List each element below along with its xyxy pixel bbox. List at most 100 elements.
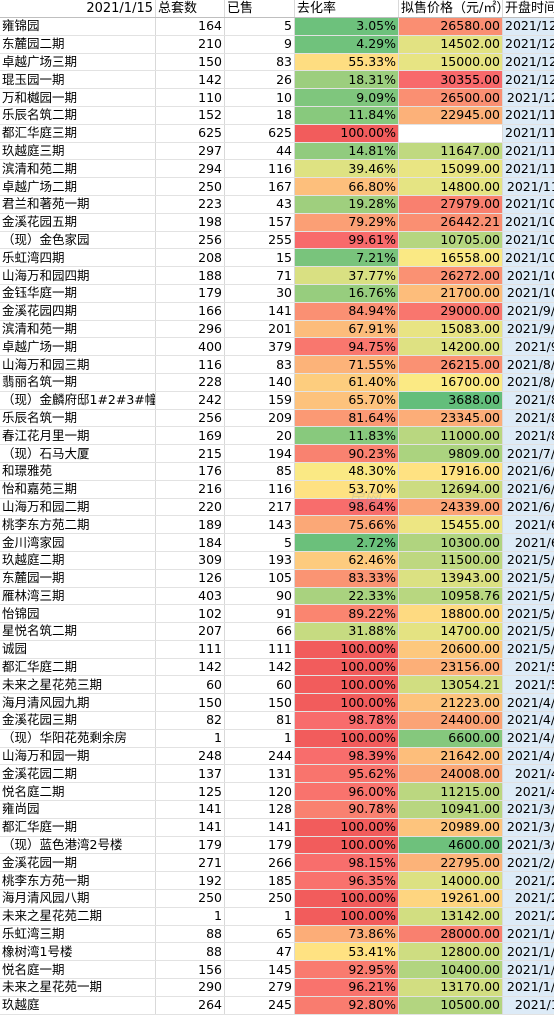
price-cell: 13170.00 <box>399 979 503 997</box>
open-date-cell: 2021/2/1 <box>503 907 554 925</box>
sell-through-rate-cell: 71.55% <box>295 356 399 374</box>
total-units-cell: 198 <box>156 213 225 231</box>
total-units-cell: 179 <box>156 284 225 302</box>
project-name-cell: 琨玉园一期 <box>0 71 156 89</box>
price-cell: 23156.00 <box>399 658 503 676</box>
sold-units-cell: 142 <box>225 658 295 676</box>
total-units-cell: 294 <box>156 160 225 178</box>
sold-units-cell: 105 <box>225 569 295 587</box>
open-date-cell: 2021/9/19 <box>503 320 554 338</box>
project-name-cell: 诚园 <box>0 640 156 658</box>
total-units-cell: 102 <box>156 605 225 623</box>
total-units-cell: 625 <box>156 124 225 142</box>
sold-units-cell: 116 <box>225 480 295 498</box>
total-units-cell: 256 <box>156 231 225 249</box>
sold-units-cell: 9 <box>225 35 295 53</box>
sold-units-cell: 81 <box>225 712 295 730</box>
header-total: 总套数 <box>156 0 225 18</box>
open-date-cell: 2021/11/29 <box>503 106 554 124</box>
sold-units-cell: 10 <box>225 89 295 107</box>
sell-through-rate-cell: 19.28% <box>295 195 399 213</box>
sold-units-cell: 60 <box>225 676 295 694</box>
open-date-cell: 2021/5/23 <box>503 569 554 587</box>
total-units-cell: 142 <box>156 658 225 676</box>
project-name-cell: 卓越广场二期 <box>0 178 156 196</box>
open-date-cell: 2021/9/28 <box>503 302 554 320</box>
price-cell: 20989.00 <box>399 818 503 836</box>
project-name-cell: 山海万和园二期 <box>0 498 156 516</box>
total-units-cell: 400 <box>156 338 225 356</box>
total-units-cell: 228 <box>156 373 225 391</box>
price-cell: 22795.00 <box>399 854 503 872</box>
total-units-cell: 1 <box>156 729 225 747</box>
open-date-cell: 2021/5/23 <box>503 551 554 569</box>
total-units-cell: 184 <box>156 534 225 552</box>
open-date-cell: 2021/5/4 <box>503 658 554 676</box>
total-units-cell: 223 <box>156 195 225 213</box>
project-name-cell: 未来之星花苑二期 <box>0 907 156 925</box>
sold-units-cell: 167 <box>225 178 295 196</box>
sell-through-rate-cell: 100.00% <box>295 124 399 142</box>
price-cell: 26215.00 <box>399 356 503 374</box>
price-cell: 10500.00 <box>399 996 503 1014</box>
project-name-cell: （现）金麟府邸1#2#3#幢 <box>0 391 156 409</box>
sell-through-rate-cell: 100.00% <box>295 907 399 925</box>
open-date-cell: 2021/8/1 <box>503 427 554 445</box>
total-units-cell: 210 <box>156 35 225 53</box>
total-units-cell: 215 <box>156 445 225 463</box>
sold-units-cell: 66 <box>225 623 295 641</box>
project-name-cell: 金钰华庭一期 <box>0 284 156 302</box>
total-units-cell: 111 <box>156 640 225 658</box>
open-date-cell: 2021/5/17 <box>503 623 554 641</box>
sell-through-rate-cell: 2.72% <box>295 534 399 552</box>
sell-through-rate-cell: 81.64% <box>295 409 399 427</box>
total-units-cell: 169 <box>156 427 225 445</box>
open-date-cell: 2021/7/11 <box>503 445 554 463</box>
sell-through-rate-cell: 31.88% <box>295 623 399 641</box>
sell-through-rate-cell: 53.70% <box>295 480 399 498</box>
sell-through-rate-cell: 99.61% <box>295 231 399 249</box>
open-date-cell: 2021/10/15 <box>503 249 554 267</box>
sold-units-cell: 157 <box>225 213 295 231</box>
total-units-cell: 116 <box>156 356 225 374</box>
open-date-cell: 2021/6/21 <box>503 480 554 498</box>
sold-units-cell: 91 <box>225 605 295 623</box>
sold-units-cell: 116 <box>225 160 295 178</box>
price-cell: 11000.00 <box>399 427 503 445</box>
total-units-cell: 296 <box>156 320 225 338</box>
price-cell: 28000.00 <box>399 925 503 943</box>
project-name-cell: 滨清和苑二期 <box>0 160 156 178</box>
open-date-cell: 2021/6/7 <box>503 534 554 552</box>
open-date-cell: 2021/12/31 <box>503 18 554 36</box>
sold-units-cell: 18 <box>225 106 295 124</box>
open-date-cell: 2021/9/3 <box>503 338 554 356</box>
sell-through-rate-cell: 98.15% <box>295 854 399 872</box>
total-units-cell: 220 <box>156 498 225 516</box>
sold-units-cell: 131 <box>225 765 295 783</box>
price-cell: 29000.00 <box>399 302 503 320</box>
project-name-cell: 卓越广场一期 <box>0 338 156 356</box>
total-units-cell: 271 <box>156 854 225 872</box>
sell-through-rate-cell: 100.00% <box>295 658 399 676</box>
project-name-cell: （现）华阳花苑剩余房 <box>0 729 156 747</box>
sold-units-cell: 71 <box>225 267 295 285</box>
total-units-cell: 152 <box>156 106 225 124</box>
